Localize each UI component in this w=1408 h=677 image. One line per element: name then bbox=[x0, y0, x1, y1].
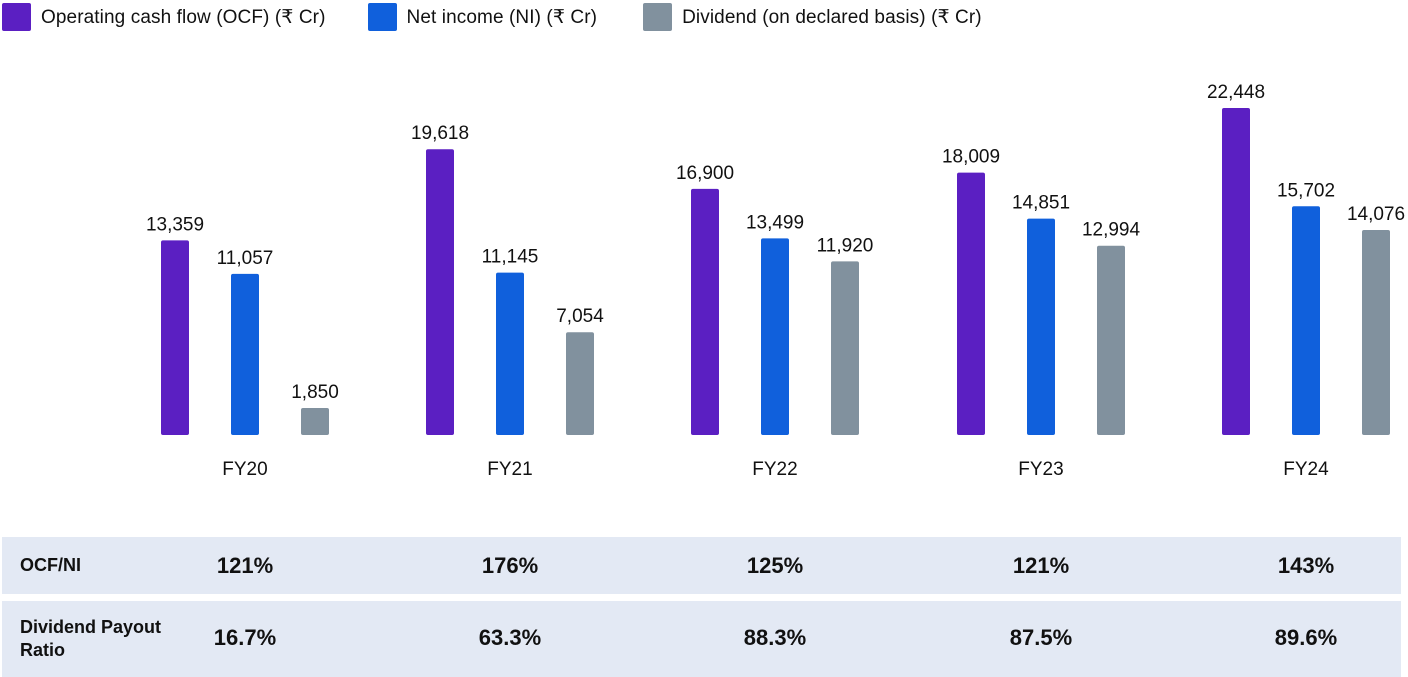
bar-ocf-fy20 bbox=[161, 240, 189, 435]
value-label-dividend-fy24: 14,076 bbox=[1347, 204, 1405, 225]
value-label-ni-fy21: 11,145 bbox=[482, 247, 539, 268]
bar-dividend-fy22 bbox=[831, 261, 859, 435]
value-label-ocf-fy21: 19,618 bbox=[411, 123, 469, 144]
payout-cell-fy23: 87.5% bbox=[1009, 625, 1073, 650]
payout-cell-fy24: 89.6% bbox=[1274, 625, 1338, 650]
legend-label-ocf: Operating cash flow (OCF) (₹ Cr) bbox=[41, 6, 326, 28]
bar-ni-fy23 bbox=[1027, 218, 1055, 435]
value-label-dividend-fy20: 1,850 bbox=[291, 382, 339, 403]
bar-ocf-fy22 bbox=[691, 188, 719, 435]
x-tick-label-fy24: FY24 bbox=[1283, 459, 1329, 480]
value-label-ocf-fy24: 22,448 bbox=[1207, 82, 1265, 103]
value-label-ocf-fy23: 18,009 bbox=[942, 147, 1000, 168]
bar-ocf-fy24 bbox=[1222, 108, 1250, 435]
value-label-ni-fy22: 13,499 bbox=[746, 212, 804, 233]
legend-item-ocf: Operating cash flow (OCF) (₹ Cr) bbox=[2, 3, 326, 31]
chart-legend: Operating cash flow (OCF) (₹ Cr) Net inc… bbox=[2, 2, 1022, 32]
ocf-ni-cell-fy20: 121% bbox=[216, 553, 274, 578]
ocf-ni-cell-fy24: 143% bbox=[1277, 553, 1335, 578]
x-tick-label-fy23: FY23 bbox=[1018, 459, 1063, 480]
value-label-dividend-fy22: 11,920 bbox=[817, 235, 874, 256]
bar-ni-fy24 bbox=[1292, 206, 1320, 435]
dividend-payout-row: Dividend Payout Ratio 16.7% 63.3% 88.3% … bbox=[2, 601, 1401, 677]
legend-label-ni: Net income (NI) (₹ Cr) bbox=[406, 6, 598, 28]
bar-dividend-fy23 bbox=[1097, 245, 1125, 435]
legend-swatch-dividend bbox=[643, 3, 673, 31]
bar-ni-fy21 bbox=[496, 272, 524, 435]
payout-cell-fy21: 63.3% bbox=[478, 625, 542, 650]
bar-ni-fy22 bbox=[761, 238, 789, 435]
x-tick-label-fy22: FY22 bbox=[752, 459, 797, 480]
payout-cell-fy22: 88.3% bbox=[743, 625, 807, 650]
dividend-payout-row-label: Dividend Payout Ratio bbox=[20, 617, 162, 660]
ocf-ni-row: OCF/NI 121% 176% 125% 121% 143% bbox=[2, 537, 1401, 594]
payout-cell-fy20: 16.7% bbox=[213, 625, 277, 650]
value-label-ni-fy20: 11,057 bbox=[217, 248, 274, 269]
ocf-ni-cell-fy22: 125% bbox=[746, 553, 804, 578]
legend-label-dividend: Dividend (on declared basis) (₹ Cr) bbox=[682, 6, 982, 28]
bar-ocf-fy21 bbox=[426, 149, 454, 435]
ocf-ni-cell-fy23: 121% bbox=[1012, 553, 1070, 578]
bar-dividend-fy20 bbox=[301, 408, 329, 435]
legend-swatch-ni bbox=[367, 3, 397, 31]
value-label-dividend-fy21: 7,054 bbox=[556, 306, 604, 327]
bar-chart: 13,359 11,057 1,850 FY20 19,618 11,145 7,054 FY… bbox=[146, 82, 1405, 480]
legend-item-ni: Net income (NI) (₹ Cr) bbox=[367, 3, 598, 31]
value-label-ni-fy24: 15,702 bbox=[1277, 180, 1335, 201]
bar-dividend-fy24 bbox=[1362, 229, 1390, 435]
bar-ni-fy20 bbox=[231, 273, 259, 435]
x-tick-label-fy21: FY21 bbox=[487, 459, 532, 480]
bar-dividend-fy21 bbox=[566, 332, 594, 435]
legend-swatch-ocf bbox=[2, 3, 31, 31]
value-label-dividend-fy23: 12,994 bbox=[1082, 220, 1141, 241]
legend-item-dividend: Dividend (on declared basis) (₹ Cr) bbox=[643, 3, 982, 31]
value-label-ocf-fy22: 16,900 bbox=[676, 163, 734, 184]
value-label-ni-fy23: 14,851 bbox=[1012, 193, 1070, 214]
value-label-ocf-fy20: 13,359 bbox=[146, 214, 204, 235]
ocf-ni-cell-fy21: 176% bbox=[481, 553, 539, 578]
bar-ocf-fy23 bbox=[957, 172, 985, 435]
ocf-ni-row-label: OCF/NI bbox=[20, 555, 81, 575]
x-tick-label-fy20: FY20 bbox=[222, 459, 267, 480]
